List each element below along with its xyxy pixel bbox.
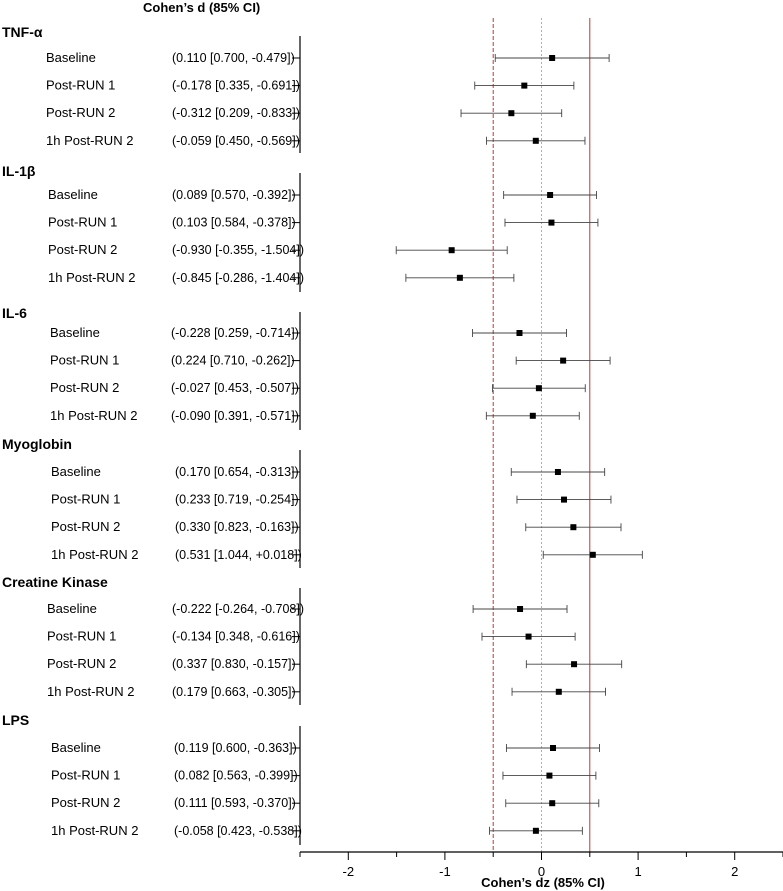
row-label: Baseline: [51, 464, 101, 479]
chart-title: Cohen’s d (85% CI): [143, 0, 260, 15]
group-label: Myoglobin: [2, 436, 72, 452]
row-label: Post-RUN 2: [48, 242, 117, 257]
row-label: Post-RUN 2: [51, 795, 120, 810]
x-tick-label: -2: [343, 864, 355, 879]
point-estimate: [521, 82, 528, 89]
point-estimate: [532, 137, 539, 144]
point-estimate: [508, 110, 515, 117]
row-label: Post-RUN 2: [50, 380, 119, 395]
point-estimate: [525, 633, 532, 640]
row-value: (-0.228 [0.259, -0.714]): [171, 326, 299, 340]
row-value: (0.089 [0.570, -0.392]): [172, 188, 296, 202]
row-value: (0.330 [0.823, -0.163]): [175, 520, 299, 534]
row-label: Baseline: [46, 50, 96, 65]
point-estimate: [448, 247, 455, 254]
point-estimate: [549, 745, 556, 751]
row-value: (-0.178 [0.335, -0.691]): [172, 79, 300, 93]
group-label: IL-1β: [2, 163, 36, 179]
group-label: Creatine Kinase: [2, 574, 108, 590]
point-estimate: [549, 55, 556, 61]
row-value: (-0.845 [-0.286, -1.404]): [172, 271, 304, 285]
row-value: (0.103 [0.584, -0.378]): [172, 216, 296, 230]
point-estimate: [546, 772, 553, 779]
row-label: Post-RUN 2: [46, 105, 115, 120]
row-label: Baseline: [48, 187, 98, 202]
x-axis-title: Cohen’s dz (85% CI): [481, 875, 605, 890]
row-value: (-0.059 [0.450, -0.569]): [172, 134, 300, 148]
row-value: (-0.027 [0.453, -0.507]): [171, 381, 299, 395]
row-value: (0.531 [1.044, +0.018]): [175, 548, 302, 562]
x-tick-label: 1: [634, 864, 641, 879]
row-label: Baseline: [47, 601, 97, 616]
row-label: Post-RUN 1: [51, 492, 120, 507]
row-label: Baseline: [50, 325, 100, 340]
row-value: (-0.090 [0.391, -0.571]): [171, 409, 299, 423]
point-estimate: [517, 606, 524, 612]
row-value: (0.111 [0.593, -0.370]): [174, 796, 296, 810]
point-estimate: [532, 827, 539, 834]
row-value: (0.337 [0.830, -0.157]): [172, 657, 296, 671]
row-label: 1h Post-RUN 2: [51, 823, 138, 838]
row-label: 1h Post-RUN 2: [47, 684, 134, 699]
x-tick-label: -1: [439, 864, 451, 879]
row-label: Post-RUN 1: [51, 768, 120, 783]
row-label: Post-RUN 1: [48, 215, 117, 230]
row-label: Post-RUN 1: [46, 78, 115, 93]
group-label: TNF-α: [2, 24, 43, 40]
row-value: (-0.930 [-0.355, -1.504]): [172, 243, 304, 257]
row-label: Post-RUN 1: [47, 629, 116, 644]
point-estimate: [571, 661, 578, 668]
group-label: LPS: [2, 712, 29, 728]
row-value: (-0.058 [0.423, -0.538]): [174, 824, 302, 838]
row-label: 1h Post-RUN 2: [51, 547, 138, 562]
row-label: 1h Post-RUN 2: [50, 408, 137, 423]
point-estimate: [456, 274, 463, 281]
row-label: Baseline: [51, 740, 101, 755]
point-estimate: [549, 800, 556, 807]
point-estimate: [570, 524, 577, 531]
point-estimate: [555, 688, 562, 695]
point-estimate: [561, 496, 568, 503]
row-value: (0.082 [0.563, -0.399]): [174, 769, 298, 783]
point-estimate: [554, 469, 561, 475]
point-estimate: [560, 357, 567, 364]
group-label: IL-6: [2, 305, 27, 321]
row-value: (0.110 [0.700, -0.479]): [172, 51, 295, 65]
row-value: (-0.312 [0.209, -0.833]): [172, 106, 300, 120]
row-value: (0.233 [0.719, -0.254]): [175, 493, 299, 507]
row-value: (0.179 [0.663, -0.305]): [172, 685, 296, 699]
point-estimate: [516, 330, 523, 336]
row-label: Post-RUN 2: [47, 656, 116, 671]
row-label: Post-RUN 1: [50, 353, 119, 368]
row-value: (0.224 [0.710, -0.262]): [171, 354, 295, 368]
row-value: (0.119 [0.600, -0.363]): [174, 741, 297, 755]
x-tick-label: 0: [538, 864, 545, 879]
point-estimate: [535, 385, 542, 392]
point-estimate: [529, 412, 536, 419]
row-value: (0.170 [0.654, -0.313]): [175, 465, 299, 479]
point-estimate: [589, 551, 596, 558]
point-estimate: [548, 219, 555, 226]
row-value: (-0.134 [0.348, -0.616]): [172, 630, 300, 644]
row-label: 1h Post-RUN 2: [48, 270, 135, 285]
row-label: Post-RUN 2: [51, 519, 120, 534]
x-tick-label: 2: [731, 864, 738, 879]
row-label: 1h Post-RUN 2: [46, 133, 133, 148]
row-value: (-0.222 [-0.264, -0.708]): [172, 602, 304, 616]
point-estimate: [547, 192, 554, 198]
